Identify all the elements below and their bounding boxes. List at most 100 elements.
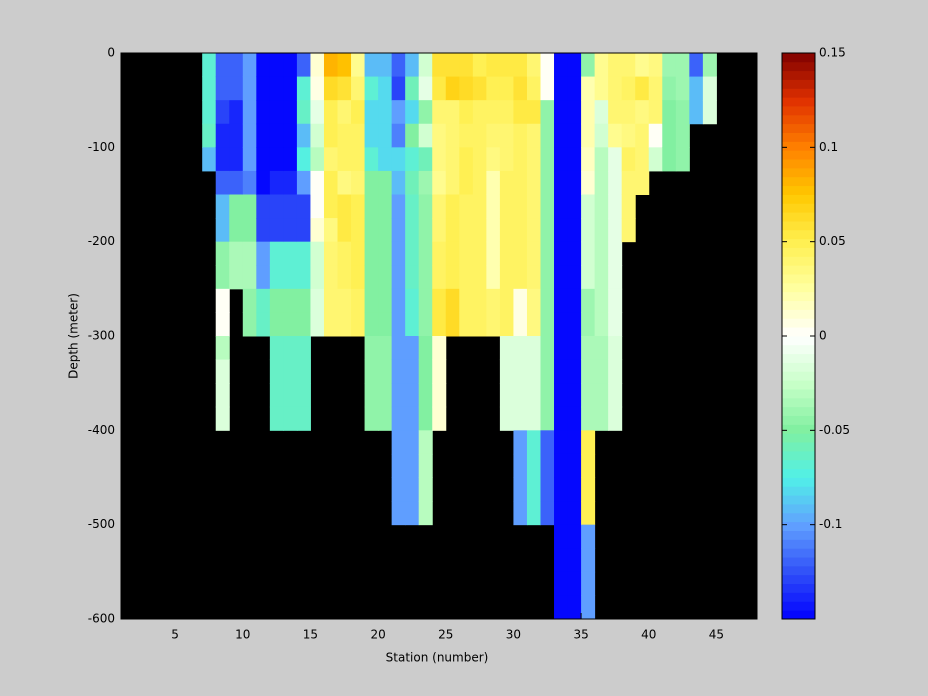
heat-cell	[608, 359, 623, 384]
heat-cell	[229, 76, 244, 101]
heat-cell	[364, 359, 379, 384]
heat-cell	[540, 123, 555, 148]
heat-cell	[675, 53, 690, 78]
heat-cell	[364, 383, 379, 408]
heat-cell	[310, 170, 325, 195]
heat-cell	[256, 218, 271, 243]
heat-cell	[269, 359, 284, 384]
colorbar-tick-label: -0.1	[819, 517, 842, 531]
heat-cell	[648, 100, 663, 125]
heat-cell	[554, 100, 569, 125]
heat-cell	[554, 76, 569, 101]
heat-cell	[283, 218, 298, 243]
heat-cell	[296, 76, 311, 101]
colorbar-swatch	[782, 221, 815, 231]
heat-cell	[432, 359, 447, 384]
colorbar-swatch	[782, 132, 815, 142]
colorbar-swatch	[782, 114, 815, 125]
heat-cell	[594, 123, 609, 148]
heat-cell	[526, 406, 541, 431]
heat-cell	[594, 312, 609, 337]
heat-cell	[445, 147, 460, 172]
heat-cell	[554, 288, 569, 313]
heat-cell	[540, 53, 555, 78]
heat-cell	[499, 76, 514, 101]
heat-cell	[594, 336, 609, 361]
heat-cell	[581, 477, 596, 502]
heat-cell	[432, 170, 447, 195]
heat-cell	[608, 170, 623, 195]
heat-cell	[283, 170, 298, 195]
heat-cell	[391, 406, 406, 431]
heat-cell	[351, 218, 366, 243]
heat-cell	[364, 218, 379, 243]
heat-cell	[662, 147, 677, 172]
heat-cell	[337, 53, 352, 78]
heat-cell	[229, 170, 244, 195]
heat-cell	[445, 194, 460, 219]
heat-cell	[269, 194, 284, 219]
colorbar-swatch	[782, 574, 815, 585]
heat-cell	[526, 501, 541, 526]
heat-cell	[337, 288, 352, 313]
heat-cell	[215, 147, 230, 172]
heat-cell	[486, 100, 501, 125]
heat-cell	[337, 194, 352, 219]
heat-cell	[269, 100, 284, 125]
heat-cell	[242, 312, 257, 337]
heat-cell	[540, 265, 555, 290]
heat-cell	[499, 265, 514, 290]
heat-cell	[391, 359, 406, 384]
heat-cell	[540, 100, 555, 125]
colorbar-swatch	[782, 176, 815, 187]
heat-cell	[283, 147, 298, 172]
x-tick-label: 20	[370, 628, 385, 642]
heat-cell	[513, 76, 528, 101]
heat-cell	[283, 359, 298, 384]
heat-cell	[215, 123, 230, 148]
heat-cell	[391, 312, 406, 337]
colorbar-swatch	[782, 256, 815, 266]
colorbar-tick-label: 0.1	[819, 140, 838, 154]
heat-cell	[621, 100, 636, 125]
heat-cell	[567, 430, 582, 455]
heat-cell	[540, 218, 555, 243]
heat-cell	[351, 170, 366, 195]
heat-cell	[323, 123, 339, 148]
heat-cell	[337, 123, 352, 148]
heat-cell	[242, 147, 257, 172]
heat-cell	[459, 241, 474, 266]
heat-cell	[242, 265, 257, 290]
colorbar-swatch	[782, 468, 815, 478]
colorbar-swatch	[782, 601, 815, 611]
heat-cell	[594, 288, 609, 313]
heat-cell	[554, 571, 569, 596]
heat-cell	[296, 53, 311, 78]
colorbar-swatch	[782, 486, 815, 496]
heat-cell	[215, 265, 230, 290]
heat-cell	[608, 100, 623, 125]
colorbar-swatch	[782, 300, 815, 310]
x-tick-label: 15	[303, 628, 318, 642]
heat-cell	[405, 241, 420, 266]
heat-cell	[269, 218, 284, 243]
heat-cell	[269, 312, 284, 337]
heat-cell	[581, 571, 596, 596]
heat-cell	[337, 265, 352, 290]
heat-cell	[567, 288, 582, 313]
heat-cell	[323, 241, 339, 266]
heat-cell	[229, 218, 244, 243]
heat-cell	[445, 123, 460, 148]
heat-cell	[459, 147, 474, 172]
heat-cell	[581, 53, 596, 78]
heat-cell	[242, 53, 257, 78]
heat-cell	[567, 501, 582, 526]
heat-cell	[378, 218, 393, 243]
heat-cell	[432, 100, 447, 125]
heat-cell	[351, 100, 366, 125]
heat-cell	[513, 477, 528, 502]
heat-cell	[567, 571, 582, 596]
heat-cell	[391, 170, 406, 195]
heat-cell	[310, 76, 325, 101]
heat-cell	[554, 312, 569, 337]
